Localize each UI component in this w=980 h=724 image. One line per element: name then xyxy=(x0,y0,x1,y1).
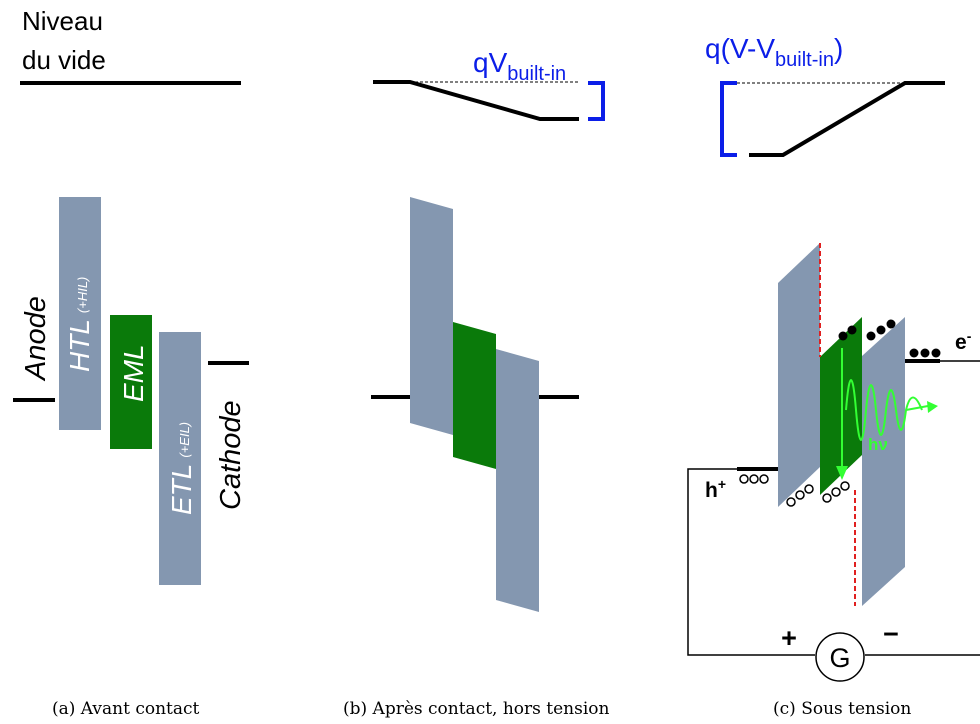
panel-c: q(V-Vbuilt-in) G + − xyxy=(687,33,980,719)
etl-layer-c xyxy=(862,317,905,606)
anode-label: Anode xyxy=(20,296,52,382)
negative-terminal-label: − xyxy=(883,619,899,649)
electron-label: e- xyxy=(955,328,972,354)
hole-label: h+ xyxy=(705,476,726,502)
electron xyxy=(838,331,848,341)
htl-sub-label: (+HIL) xyxy=(75,277,90,313)
electron xyxy=(886,319,896,329)
hole xyxy=(840,481,850,491)
electron xyxy=(866,331,876,341)
hole xyxy=(795,490,805,500)
electron xyxy=(876,325,886,335)
hole xyxy=(822,493,832,503)
cathode-label: Cathode xyxy=(215,400,247,510)
bias-bracket xyxy=(720,81,737,157)
vacuum-level-bent-c xyxy=(749,81,945,157)
photon-wave xyxy=(845,379,923,441)
panel-b: qVbuilt-in (b) Après contact, hors tensi… xyxy=(343,47,610,719)
etl-layer xyxy=(159,332,201,585)
etl-label-group: ETL (+EIL) xyxy=(166,422,197,515)
positive-terminal-label: + xyxy=(781,623,797,653)
caption-c: (c) Sous tension xyxy=(773,699,911,719)
vacuum-level-label-line2: du vide xyxy=(22,45,106,75)
etl-layer-b xyxy=(496,349,539,612)
photon-label: hν xyxy=(868,435,888,454)
vacuum-level-label-line1: Niveau xyxy=(22,6,103,36)
hole xyxy=(831,487,841,497)
eml-label: EML xyxy=(118,344,149,402)
generator-label: G xyxy=(829,643,850,673)
generator-circle xyxy=(815,632,865,682)
vacuum-level-bent xyxy=(373,80,579,121)
recombination-arrowhead xyxy=(836,466,848,480)
hole xyxy=(759,474,769,484)
electrons xyxy=(838,319,941,358)
eml-layer xyxy=(110,315,152,449)
htl-label: HTL xyxy=(64,319,95,372)
holes xyxy=(739,474,850,507)
qv-builtin-bracket xyxy=(588,81,605,121)
circuit-wire-left xyxy=(687,468,815,656)
hole xyxy=(786,497,796,507)
hole xyxy=(749,474,759,484)
qv-minus-vbuiltin-label: q(V-Vbuilt-in) xyxy=(705,33,843,71)
electron xyxy=(931,348,941,358)
panel-a: Niveau du vide Anode HTL (+HIL) EML ETL (+… xyxy=(13,6,249,719)
photon-arrowhead xyxy=(927,401,938,413)
electron xyxy=(920,348,930,358)
caption-b: (b) Après contact, hors tension xyxy=(343,699,610,719)
eml-layer-b xyxy=(453,322,496,469)
hole xyxy=(804,484,814,494)
electron xyxy=(847,325,857,335)
htl-layer-c xyxy=(778,243,820,507)
hole xyxy=(739,474,749,484)
etl-sub-label: (+EIL) xyxy=(177,422,192,458)
caption-a: (a) Avant contact xyxy=(52,699,200,719)
htl-layer-b xyxy=(410,197,453,435)
electron xyxy=(909,348,919,358)
qv-builtin-label: qVbuilt-in xyxy=(473,47,566,85)
photon-arrow-line xyxy=(905,405,929,411)
etl-label: ETL xyxy=(166,464,197,515)
htl-label-group: HTL (+HIL) xyxy=(64,277,95,372)
htl-layer xyxy=(59,197,101,430)
